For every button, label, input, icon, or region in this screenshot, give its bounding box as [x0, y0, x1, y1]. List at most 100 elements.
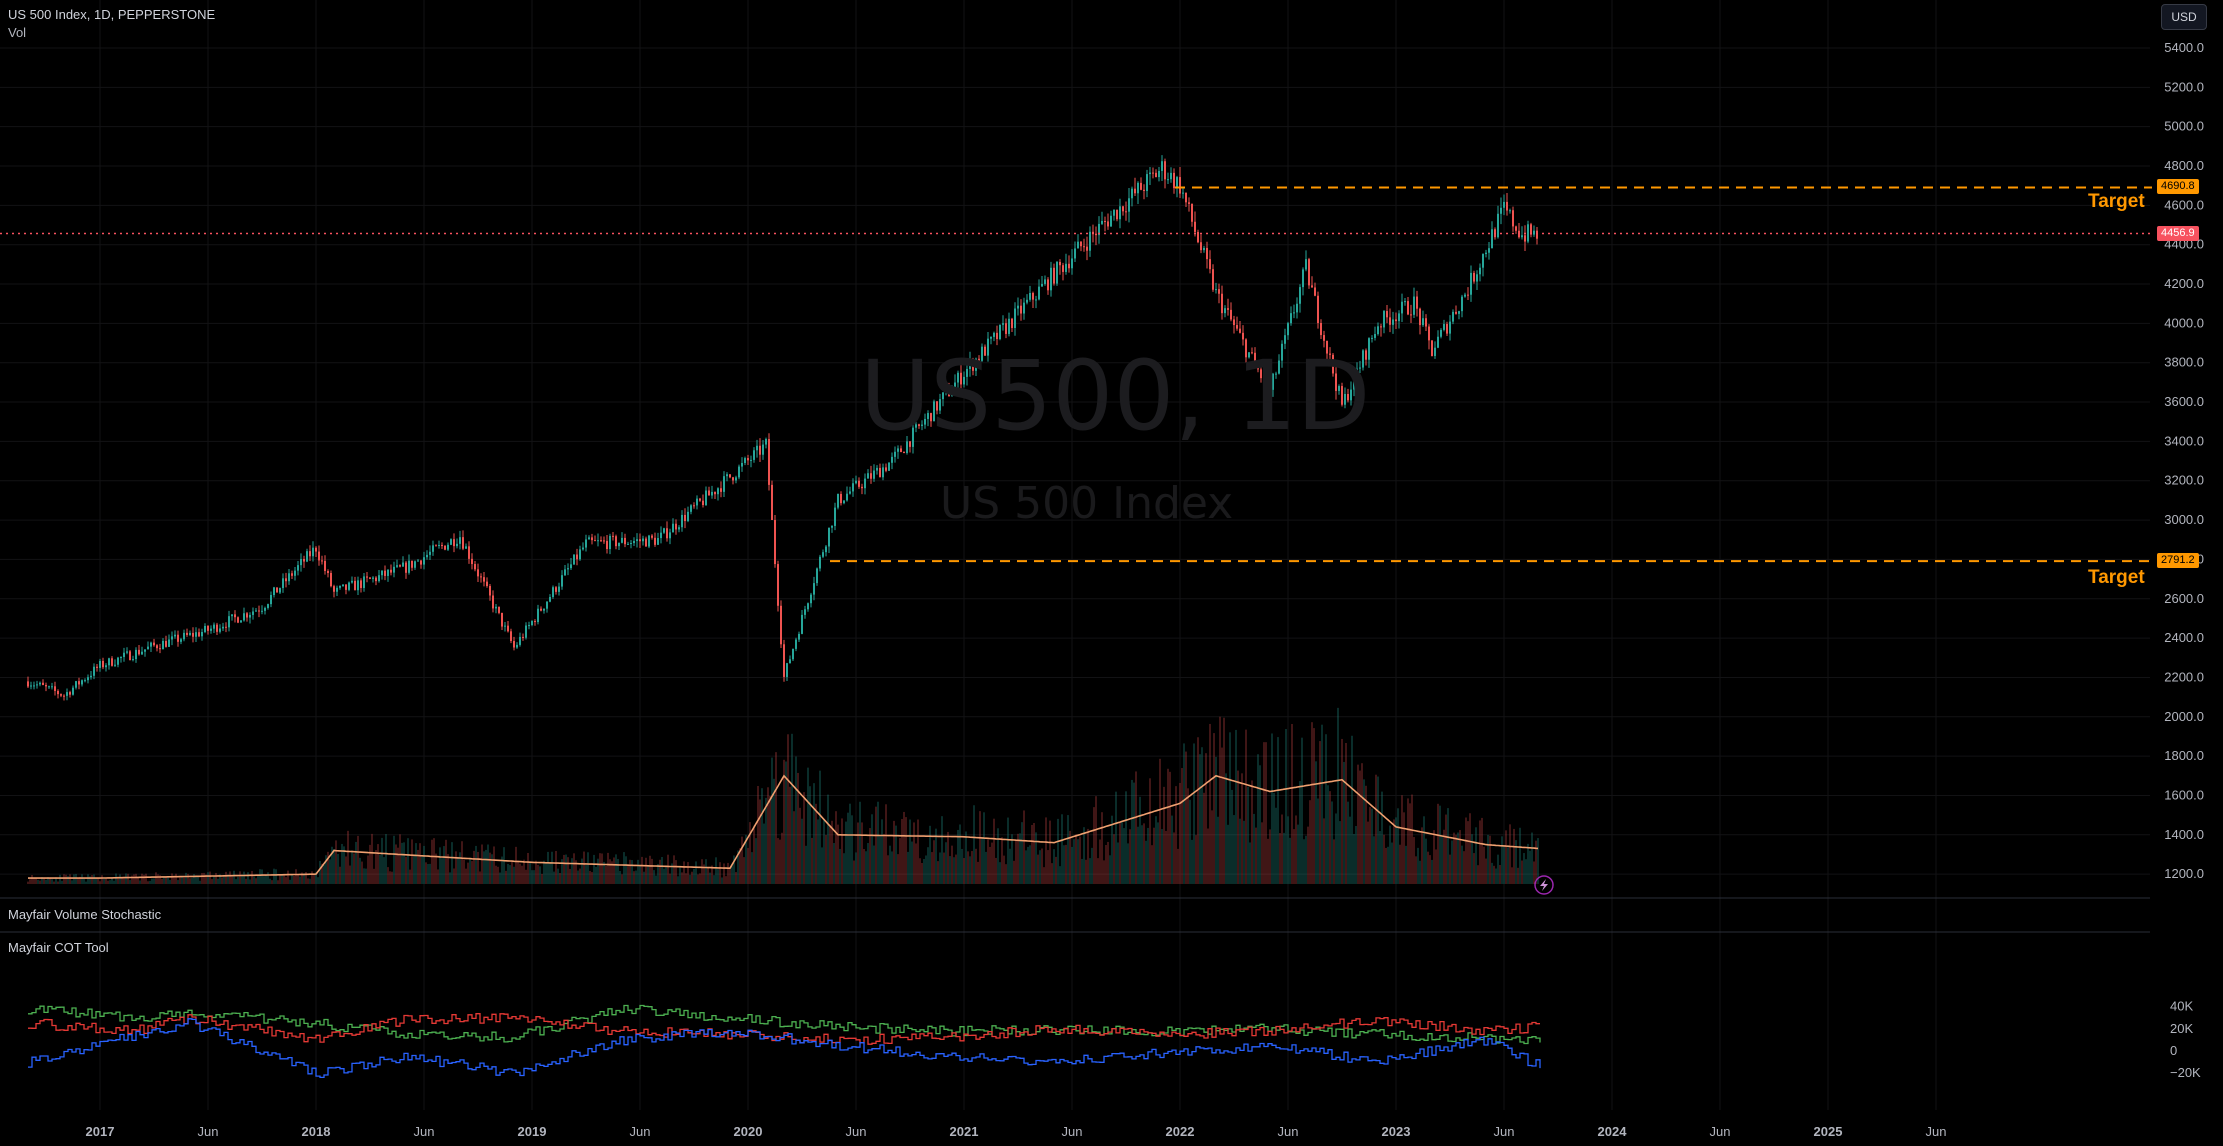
volume-bar: [941, 816, 943, 884]
symbol-title[interactable]: US 500 Index, 1D, PEPPERSTONE: [8, 7, 216, 22]
volume-legend[interactable]: Vol: [8, 25, 27, 40]
volume-bar: [1231, 789, 1233, 884]
volume-bar: [953, 857, 955, 884]
candle-body: [891, 456, 893, 463]
candle-body: [1215, 289, 1217, 291]
candle-body: [1368, 338, 1370, 360]
candle-body: [402, 562, 404, 567]
candle-body: [1017, 305, 1019, 309]
volume-bar: [539, 866, 541, 884]
volume-bar: [881, 819, 883, 884]
candle-body: [849, 491, 851, 494]
candle-body: [1410, 314, 1412, 316]
volume-bar: [509, 865, 511, 884]
volume-bar: [843, 853, 845, 884]
volume-bar: [1409, 803, 1411, 884]
lightning-icon[interactable]: [1534, 875, 1554, 895]
cot-tool-title[interactable]: Mayfair COT Tool: [8, 940, 109, 955]
candle-body: [234, 614, 236, 618]
candle-body: [1524, 235, 1526, 242]
time-tick-label: 2019: [518, 1124, 547, 1139]
volume-bar: [1443, 829, 1445, 884]
volume-bar: [301, 872, 303, 884]
volume-bar: [1383, 834, 1385, 884]
volume-bar: [33, 877, 35, 884]
volume-bar: [515, 846, 517, 884]
volume-bar: [1375, 774, 1377, 884]
candle-body: [216, 624, 218, 632]
volume-bar: [1199, 754, 1201, 884]
volume-bar: [1197, 737, 1199, 884]
volume-bar: [1339, 821, 1341, 884]
volume-stochastic-title[interactable]: Mayfair Volume Stochastic: [8, 907, 162, 922]
volume-bar: [439, 847, 441, 884]
volume-bar: [1289, 837, 1291, 884]
volume-bar: [821, 847, 823, 884]
volume-bar: [1009, 848, 1011, 884]
lower-target-price-tag: 2791.2: [2157, 553, 2199, 569]
candle-body: [147, 646, 149, 650]
volume-bar: [237, 876, 239, 884]
candle-body: [621, 537, 623, 543]
volume-bar: [103, 878, 105, 884]
volume-bar: [203, 872, 205, 884]
candle-body: [897, 448, 899, 452]
volume-bar: [1355, 825, 1357, 884]
candle-body: [1038, 286, 1040, 300]
price-tick-label: 5200.0: [2164, 79, 2204, 94]
candle-body: [747, 458, 749, 461]
volume-bar: [469, 858, 471, 884]
candle-body: [330, 573, 332, 587]
volume-bar: [91, 875, 93, 884]
volume-bar: [783, 759, 785, 884]
volume-bar: [669, 873, 671, 884]
volume-bar: [1481, 817, 1483, 884]
candle-body: [795, 639, 797, 649]
volume-bar: [1273, 793, 1275, 884]
volume-bar: [57, 881, 59, 884]
volume-bar: [365, 868, 367, 884]
candle-body: [1026, 299, 1028, 303]
candle-body: [1194, 221, 1196, 232]
time-tick-label: Jun: [1062, 1124, 1083, 1139]
volume-bar: [1049, 820, 1051, 884]
candle-body: [48, 686, 50, 688]
volume-bar: [793, 811, 795, 884]
time-tick-label: 2025: [1814, 1124, 1843, 1139]
volume-bar: [59, 874, 61, 884]
volume-bar: [737, 850, 739, 884]
candle-body: [1305, 259, 1307, 270]
candle-body: [1377, 326, 1379, 335]
volume-bar: [93, 874, 95, 884]
volume-bar: [647, 865, 649, 884]
candle-body: [1344, 393, 1346, 405]
candle-body: [1221, 293, 1223, 314]
volume-bar: [1081, 858, 1083, 884]
candle-body: [678, 527, 680, 530]
volume-bar: [1237, 770, 1239, 884]
volume-bar: [195, 876, 197, 884]
candle-body: [1218, 289, 1220, 294]
volume-bar: [827, 794, 829, 884]
volume-bar: [1179, 782, 1181, 884]
price-tick-label: 1800.0: [2164, 748, 2204, 763]
candle-body: [834, 507, 836, 526]
volume-bar: [283, 874, 285, 884]
volume-bar: [717, 869, 719, 884]
volume-bar: [507, 863, 509, 884]
volume-bar: [641, 856, 643, 884]
volume-bar: [55, 877, 57, 884]
volume-bar: [1483, 846, 1485, 884]
candle-body: [480, 576, 482, 578]
candle-body: [1407, 301, 1409, 315]
volume-bar: [1529, 850, 1531, 884]
currency-button[interactable]: USD: [2161, 4, 2207, 30]
volume-bar: [631, 860, 633, 884]
candle-body: [594, 540, 596, 542]
candle-body: [312, 547, 314, 557]
volume-bar: [107, 880, 109, 884]
candle-body: [1125, 211, 1127, 213]
volume-bar: [1117, 842, 1119, 884]
candle-body: [366, 576, 368, 578]
